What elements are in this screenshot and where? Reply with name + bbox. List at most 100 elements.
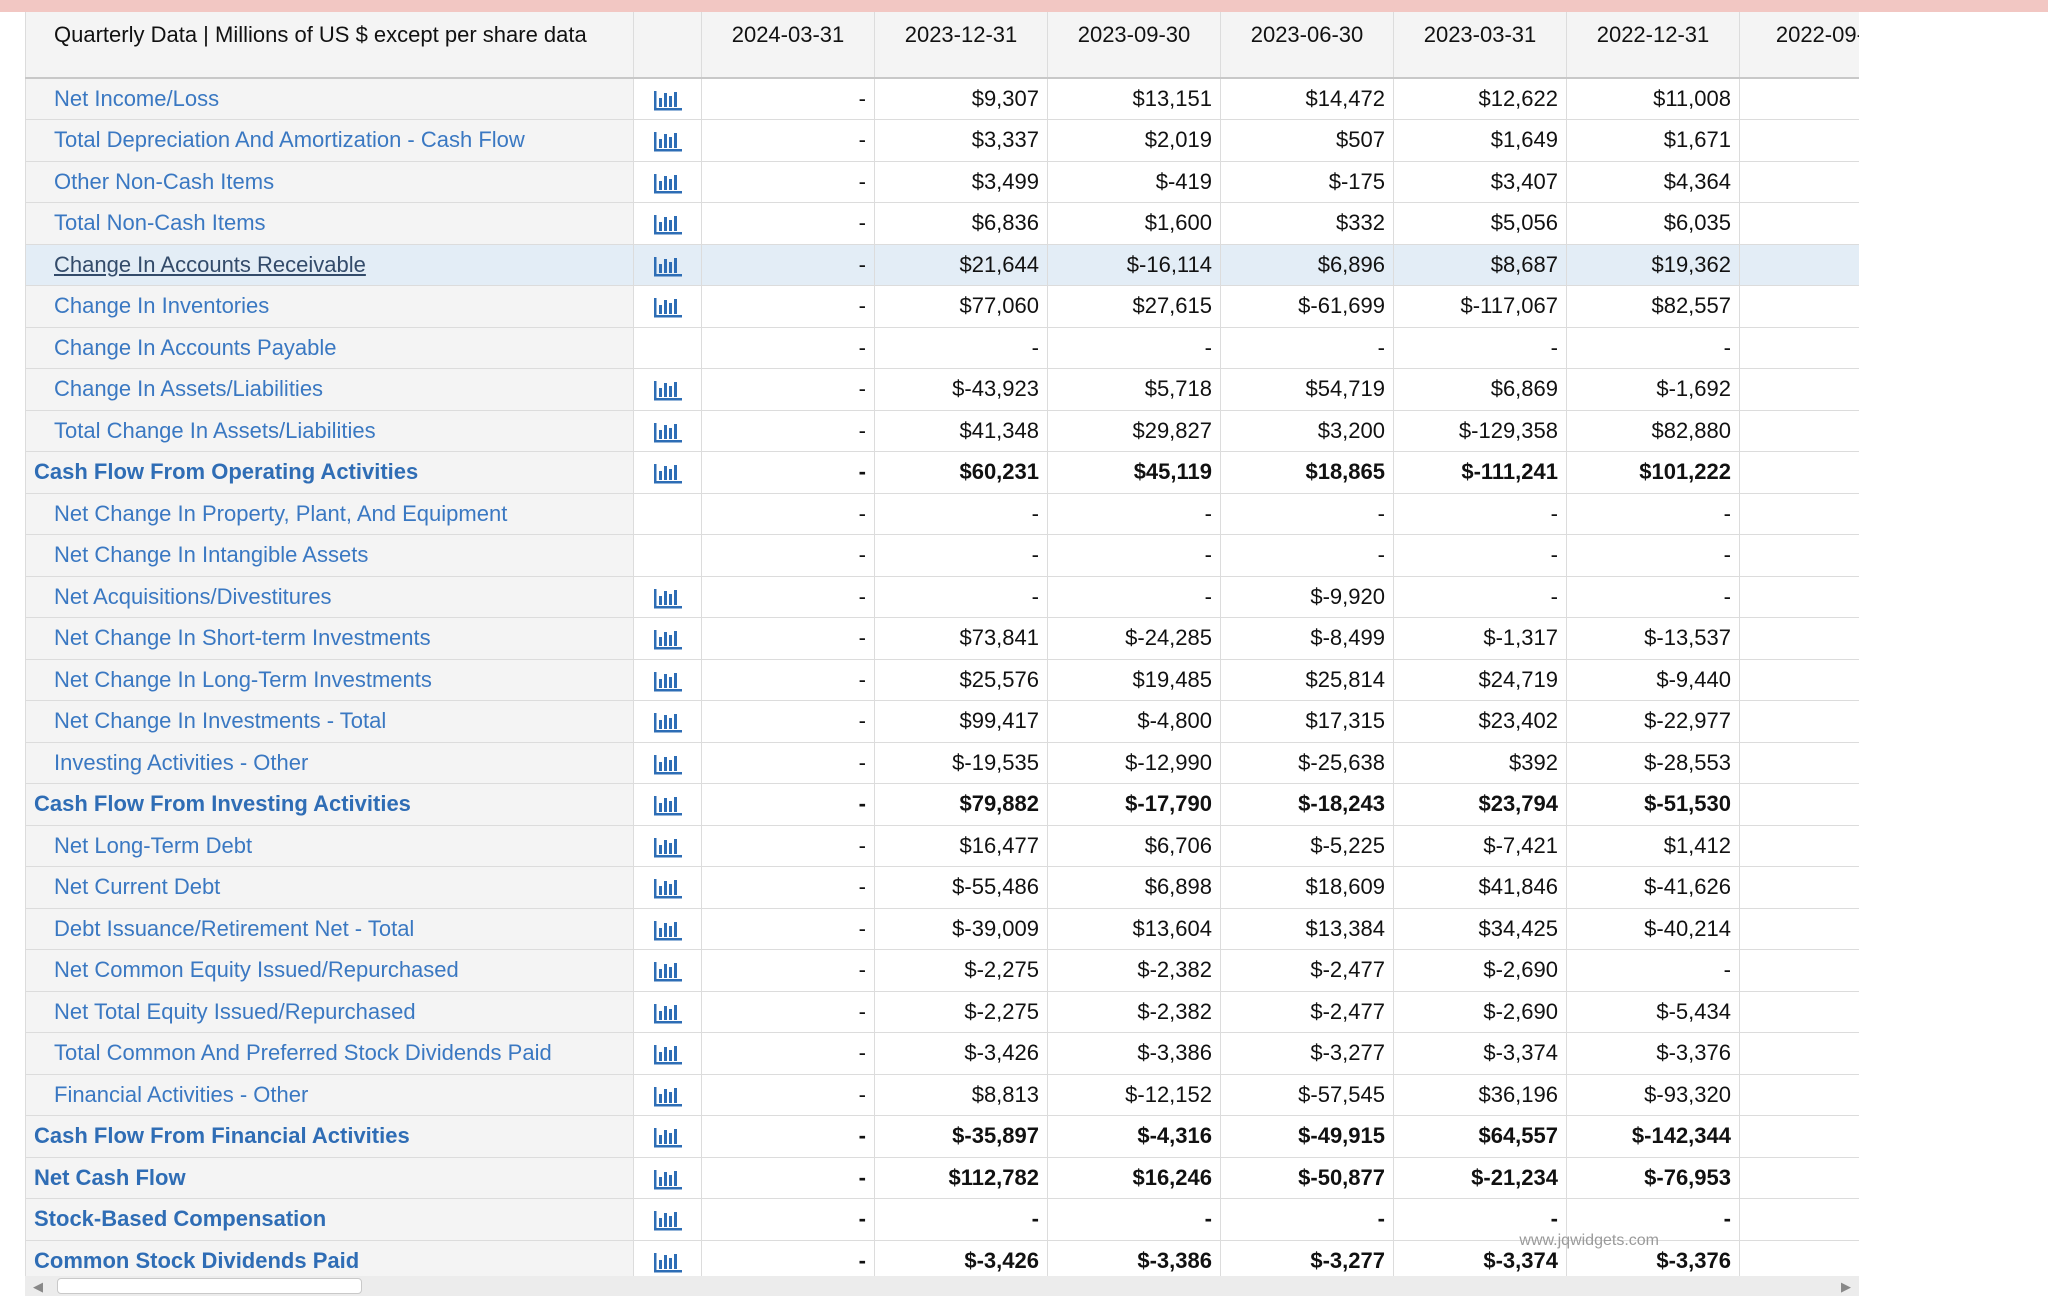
bar-chart-icon[interactable] <box>653 293 683 318</box>
column-header-date[interactable]: 2022-12-31 <box>1566 12 1740 79</box>
table-cell: $18,865 <box>1220 451 1394 494</box>
bar-chart-icon[interactable] <box>653 1206 683 1231</box>
row-label-link[interactable]: Net Change In Long-Term Investments <box>25 659 634 701</box>
table-row[interactable]: Net Income/Loss - $9,307 $13,151 $14,472 $12,… <box>25 78 1859 120</box>
row-label-link[interactable]: Cash Flow From Investing Activities <box>25 783 634 826</box>
row-label-link[interactable]: Net Long-Term Debt <box>25 825 634 867</box>
row-label-link[interactable]: Stock-Based Compensation <box>25 1198 634 1241</box>
bar-chart-icon[interactable] <box>653 418 683 443</box>
bar-chart-icon[interactable] <box>653 957 683 982</box>
row-label-link[interactable]: Debt Issuance/Retirement Net - Total <box>25 908 634 950</box>
bar-chart-icon[interactable] <box>653 376 683 401</box>
bar-chart-icon[interactable] <box>653 1248 683 1273</box>
row-label-link[interactable]: Net Common Equity Issued/Repurchased <box>25 949 634 992</box>
table-row[interactable]: Net Current Debt - $-55,486 $6,898 $18,609 $4… <box>25 866 1859 909</box>
row-label-link[interactable]: Cash Flow From Operating Activities <box>25 451 634 494</box>
row-label-link[interactable]: Total Depreciation And Amortization - Ca… <box>25 119 634 162</box>
bar-chart-icon[interactable] <box>653 127 683 152</box>
table-row[interactable]: Net Total Equity Issued/Repurchased - $-2,… <box>25 991 1859 1033</box>
table-row[interactable]: Change In Inventories - $77,060 $27,615 $-61… <box>25 285 1859 328</box>
row-label-link[interactable]: Change In Accounts Payable <box>25 327 634 369</box>
table-row[interactable]: Net Long-Term Debt - $16,477 $6,706 $-5,225 $… <box>25 825 1859 867</box>
row-label-link[interactable]: Net Change In Intangible Assets <box>25 534 634 577</box>
bar-chart-icon[interactable] <box>653 210 683 235</box>
bar-chart-icon[interactable] <box>653 1040 683 1065</box>
row-label-link[interactable]: Net Total Equity Issued/Repurchased <box>25 991 634 1033</box>
bar-chart-icon[interactable] <box>653 999 683 1024</box>
scrollbar-thumb[interactable] <box>57 1278 362 1294</box>
column-header-date[interactable]: 2023-12-31 <box>874 12 1048 79</box>
table-row[interactable]: Cash Flow From Operating Activities - $60,… <box>25 451 1859 494</box>
bar-chart-icon[interactable] <box>653 1082 683 1107</box>
bar-chart-icon[interactable] <box>653 916 683 941</box>
row-label-link[interactable]: Change In Assets/Liabilities <box>25 368 634 411</box>
row-label-link[interactable]: Financial Activities - Other <box>25 1074 634 1116</box>
table-row[interactable]: Net Acquisitions/Divestitures - - - $-9,920-… <box>25 576 1859 618</box>
row-label-link[interactable]: Investing Activities - Other <box>25 742 634 784</box>
table-row[interactable]: Net Common Equity Issued/Repurchased - $-2… <box>25 949 1859 992</box>
column-header-date[interactable]: 2023-09-30 <box>1047 12 1221 79</box>
bar-chart-icon[interactable] <box>653 1123 683 1148</box>
table-row[interactable]: Stock-Based Compensation - - - - - - <box>25 1198 1859 1241</box>
bar-chart-icon[interactable] <box>653 667 683 692</box>
table-row[interactable]: Common Stock Dividends Paid - $-3,426 $-3,3… <box>25 1240 1859 1276</box>
row-label-link[interactable]: Change In Inventories <box>25 285 634 328</box>
arrow-right-icon[interactable]: ▶ <box>1841 1279 1851 1294</box>
row-label-link[interactable]: Net Change In Property, Plant, And Equip… <box>25 493 634 535</box>
table-row[interactable]: Total Non-Cash Items - $6,836 $1,600 $332 $5,… <box>25 202 1859 245</box>
table-row[interactable]: Net Change In Intangible Assets - - - - - - <box>25 534 1859 577</box>
bar-chart-icon[interactable] <box>653 625 683 650</box>
row-label-link[interactable]: Net Change In Short-term Investments <box>25 617 634 660</box>
row-label-link[interactable]: Net Cash Flow <box>25 1157 634 1199</box>
table-row[interactable]: Financial Activities - Other - $8,813 $-12,… <box>25 1074 1859 1116</box>
table-row[interactable]: Total Common And Preferred Stock Dividen… <box>25 1032 1859 1075</box>
table-row[interactable]: Net Change In Investments - Total - $99,41… <box>25 700 1859 743</box>
column-header-label[interactable]: Quarterly Data | Millions of US $ except… <box>25 12 634 79</box>
bar-chart-icon[interactable] <box>653 833 683 858</box>
column-header-date[interactable]: 2022-09-3 <box>1739 12 1859 79</box>
row-label-link[interactable]: Net Current Debt <box>25 866 634 909</box>
bar-chart-icon[interactable] <box>653 86 683 111</box>
table-row[interactable]: Net Change In Property, Plant, And Equip… <box>25 493 1859 535</box>
bar-chart-icon[interactable] <box>653 750 683 775</box>
row-label-link[interactable]: Common Stock Dividends Paid <box>25 1240 634 1276</box>
column-header-date[interactable]: 2023-03-31 <box>1393 12 1567 79</box>
row-label-link[interactable]: Change In Accounts Receivable <box>25 244 634 286</box>
row-label-link[interactable]: Net Change In Investments - Total <box>25 700 634 743</box>
column-header-date[interactable]: 2024-03-31 <box>701 12 875 79</box>
table-row[interactable]: Change In Assets/Liabilities - $-43,923 $5,… <box>25 368 1859 411</box>
table-row[interactable]: Cash Flow From Investing Activities - $79,… <box>25 783 1859 826</box>
row-label-link[interactable]: Other Non-Cash Items <box>25 161 634 203</box>
horizontal-scrollbar[interactable]: ◀ ▶ <box>25 1276 1859 1296</box>
table-cell: $9,307 <box>874 78 1048 120</box>
row-label-link[interactable]: Total Non-Cash Items <box>25 202 634 245</box>
table-row[interactable]: Other Non-Cash Items - $3,499 $-419 $-175 $3,… <box>25 161 1859 203</box>
row-label-link[interactable]: Net Income/Loss <box>25 78 634 120</box>
bar-chart-icon[interactable] <box>653 252 683 277</box>
table-row[interactable]: Total Change In Assets/Liabilities - $41,3… <box>25 410 1859 452</box>
bar-chart-icon[interactable] <box>653 459 683 484</box>
column-header-date[interactable]: 2023-06-30 <box>1220 12 1394 79</box>
table-row[interactable]: Net Change In Short-term Investments - $73… <box>25 617 1859 660</box>
row-label-link[interactable]: Total Common And Preferred Stock Dividen… <box>25 1032 634 1075</box>
table-cell: $45,119 <box>1047 451 1221 494</box>
bar-chart-icon[interactable] <box>653 874 683 899</box>
table-row[interactable]: Total Depreciation And Amortization - Ca… <box>25 119 1859 162</box>
data-grid[interactable]: Quarterly Data | Millions of US $ except… <box>25 12 1859 1276</box>
bar-chart-icon[interactable] <box>653 791 683 816</box>
row-label-link[interactable]: Net Acquisitions/Divestitures <box>25 576 634 618</box>
arrow-left-icon[interactable]: ◀ <box>33 1279 43 1294</box>
table-row[interactable]: Change In Accounts Receivable - $21,644 $-1… <box>25 244 1859 286</box>
bar-chart-icon[interactable] <box>653 1165 683 1190</box>
table-row[interactable]: Cash Flow From Financial Activities - $-35… <box>25 1115 1859 1158</box>
row-label-link[interactable]: Total Change In Assets/Liabilities <box>25 410 634 452</box>
table-row[interactable]: Net Change In Long-Term Investments - $25,… <box>25 659 1859 701</box>
table-row[interactable]: Debt Issuance/Retirement Net - Total - $-3… <box>25 908 1859 950</box>
bar-chart-icon[interactable] <box>653 169 683 194</box>
table-row[interactable]: Change In Accounts Payable - - - - - - <box>25 327 1859 369</box>
row-label-link[interactable]: Cash Flow From Financial Activities <box>25 1115 634 1158</box>
bar-chart-icon[interactable] <box>653 708 683 733</box>
bar-chart-icon[interactable] <box>653 584 683 609</box>
table-row[interactable]: Investing Activities - Other - $-19,535 $-1… <box>25 742 1859 784</box>
table-row[interactable]: Net Cash Flow - $112,782 $16,246 $-50,877 $-2… <box>25 1157 1859 1199</box>
